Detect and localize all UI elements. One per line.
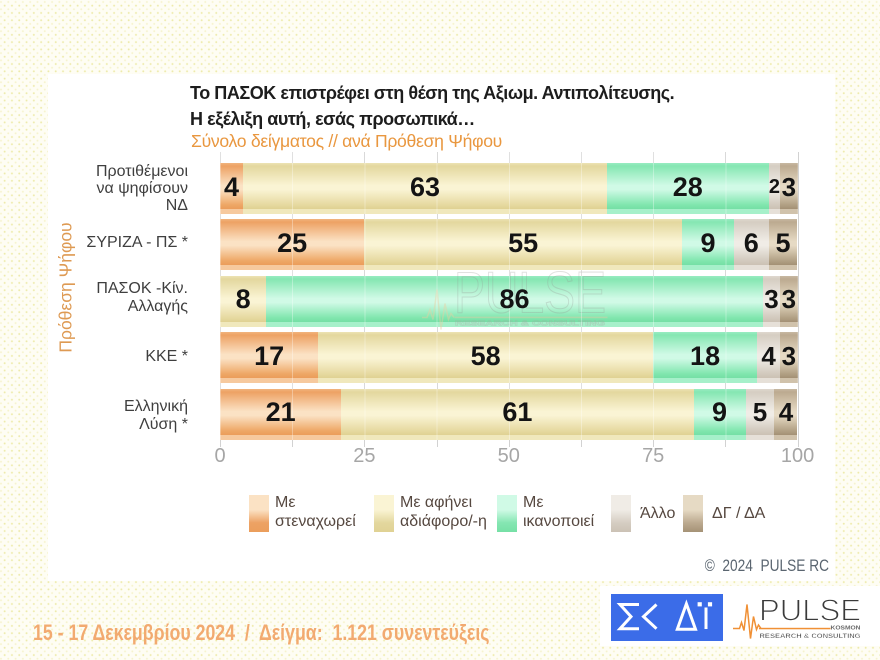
svg-text:PULSE: PULSE (759, 593, 861, 628)
svg-text:RESEARCH & CONSULTING: RESEARCH & CONSULTING (455, 319, 605, 328)
svg-text:PULSE: PULSE (454, 262, 606, 326)
svg-text:RESEARCH & CONSULTING: RESEARCH & CONSULTING (760, 633, 861, 640)
svg-text:KOSMON: KOSMON (831, 626, 861, 632)
